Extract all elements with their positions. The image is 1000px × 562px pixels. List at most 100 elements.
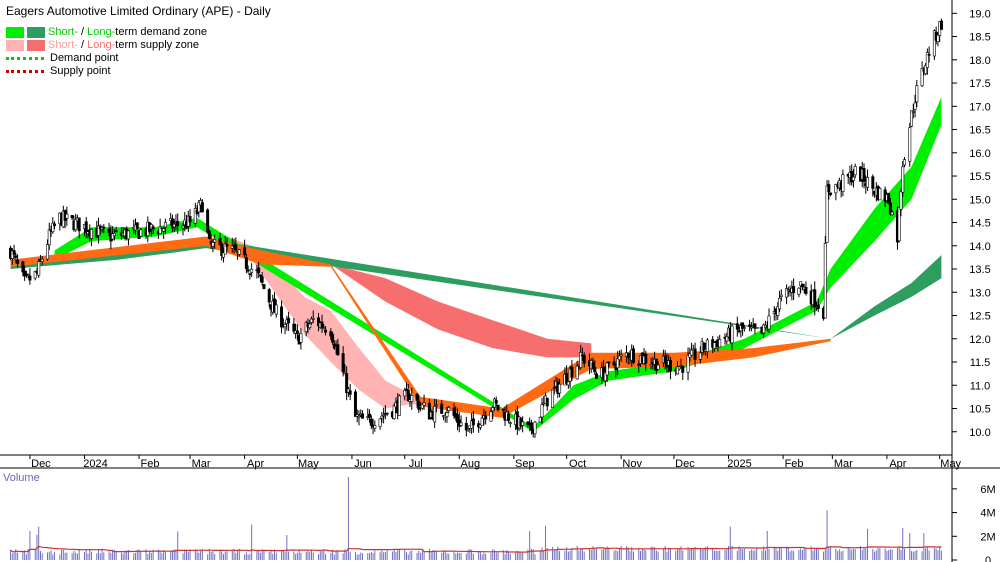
short-term-supply-zone bbox=[214, 231, 467, 414]
candle-body bbox=[779, 294, 783, 297]
candle-body bbox=[77, 217, 81, 232]
candle-body bbox=[565, 373, 569, 384]
candle-body bbox=[102, 226, 106, 229]
candle-body bbox=[200, 202, 204, 213]
candle-body bbox=[353, 391, 357, 417]
candle-body bbox=[804, 287, 808, 294]
legend-demand-long: Long- bbox=[87, 26, 116, 38]
candle-body bbox=[887, 193, 891, 204]
y-tick-label: 13.5 bbox=[969, 264, 990, 276]
candle-body bbox=[211, 242, 215, 247]
candle-body bbox=[197, 202, 201, 213]
candle-body bbox=[827, 184, 831, 193]
candle-body bbox=[915, 85, 919, 103]
candle-body bbox=[607, 361, 611, 364]
candle-body bbox=[445, 412, 449, 417]
candle-body bbox=[176, 221, 180, 227]
candle-body bbox=[735, 323, 739, 330]
candle-body bbox=[283, 324, 287, 328]
candle-body bbox=[322, 327, 326, 329]
zone-overlap bbox=[10, 236, 831, 418]
candle-body bbox=[218, 237, 222, 245]
candle-body bbox=[910, 110, 914, 127]
y-tick-label: 18.0 bbox=[969, 55, 990, 67]
y-tick-label: 18.5 bbox=[969, 32, 990, 44]
candle-body bbox=[591, 362, 595, 369]
candle-body bbox=[257, 267, 261, 274]
candle-body bbox=[853, 166, 857, 176]
candle-body bbox=[705, 339, 709, 352]
candle-body bbox=[12, 250, 16, 255]
x-tick-label: Dec bbox=[675, 458, 695, 470]
legend-swatch-short-demand bbox=[6, 27, 24, 38]
candle-body bbox=[924, 65, 928, 74]
candle-body bbox=[540, 404, 544, 418]
candle-body bbox=[616, 358, 620, 369]
candle-body bbox=[464, 422, 468, 431]
candle-body bbox=[619, 354, 623, 357]
candle-body bbox=[501, 408, 505, 411]
candle-body bbox=[551, 389, 555, 408]
candle-body bbox=[163, 222, 167, 228]
candle-body bbox=[427, 402, 431, 420]
candle-body bbox=[193, 208, 197, 224]
candle-body bbox=[295, 330, 299, 334]
candle-body bbox=[850, 170, 854, 183]
x-tick-label: Sep bbox=[515, 458, 535, 470]
candle-body bbox=[888, 202, 892, 215]
candle-body bbox=[834, 184, 838, 194]
candle-body bbox=[778, 297, 782, 310]
candle-body bbox=[331, 333, 335, 343]
legend-supply-zone: Short- / Long- term supply zone bbox=[6, 39, 271, 52]
candle-body bbox=[447, 407, 451, 411]
candle-body bbox=[14, 255, 18, 258]
candle-body bbox=[939, 20, 943, 30]
candle-body bbox=[320, 321, 324, 328]
candle-body bbox=[111, 233, 115, 240]
candle-body bbox=[491, 407, 495, 412]
candle-body bbox=[21, 261, 25, 273]
y-tick-label: 14.0 bbox=[969, 241, 990, 253]
candle-body bbox=[135, 222, 139, 229]
candle-body bbox=[558, 383, 562, 394]
candle-body bbox=[207, 230, 211, 239]
candle-body bbox=[570, 366, 574, 378]
legend-demand-sep: / bbox=[77, 26, 88, 38]
candle-body bbox=[936, 34, 940, 43]
x-tick-label: May bbox=[940, 458, 961, 470]
candle-body bbox=[675, 366, 679, 375]
candle-body bbox=[762, 324, 766, 334]
y-tick-label: 17.5 bbox=[969, 78, 990, 90]
candle-body bbox=[749, 326, 753, 329]
candle-body bbox=[668, 360, 672, 372]
candle-body bbox=[341, 353, 345, 372]
x-tick-label: Mar bbox=[834, 458, 853, 470]
candle-body bbox=[345, 373, 349, 394]
candle-body bbox=[311, 318, 315, 320]
x-tick-label: Jul bbox=[409, 458, 423, 470]
candle-body bbox=[139, 229, 143, 237]
candle-body bbox=[410, 395, 414, 402]
candle-body bbox=[742, 327, 746, 329]
y-tick-label: 15.0 bbox=[969, 194, 990, 206]
candle-body bbox=[786, 289, 790, 291]
candle-body bbox=[471, 418, 475, 426]
candle-body bbox=[378, 418, 382, 427]
candle-body bbox=[74, 219, 78, 231]
long-term-demand-zone bbox=[10, 238, 942, 339]
candle-body bbox=[579, 352, 583, 368]
candle-body bbox=[206, 209, 210, 233]
candle-body bbox=[626, 353, 630, 358]
legend-demand-point: Demand point bbox=[6, 52, 271, 65]
candle-body bbox=[902, 159, 906, 166]
candle-body bbox=[24, 273, 28, 276]
candle-body bbox=[466, 428, 470, 430]
volume-tick-label: 4M bbox=[980, 508, 995, 520]
legend-demand-rest: term demand zone bbox=[115, 26, 207, 38]
short-term-demand-zone bbox=[54, 97, 942, 432]
candle-body bbox=[28, 275, 32, 281]
volume-tick-label: 2M bbox=[980, 531, 995, 543]
candle-body bbox=[40, 258, 44, 262]
y-tick-label: 11.5 bbox=[970, 357, 991, 369]
candle-body bbox=[250, 268, 254, 273]
